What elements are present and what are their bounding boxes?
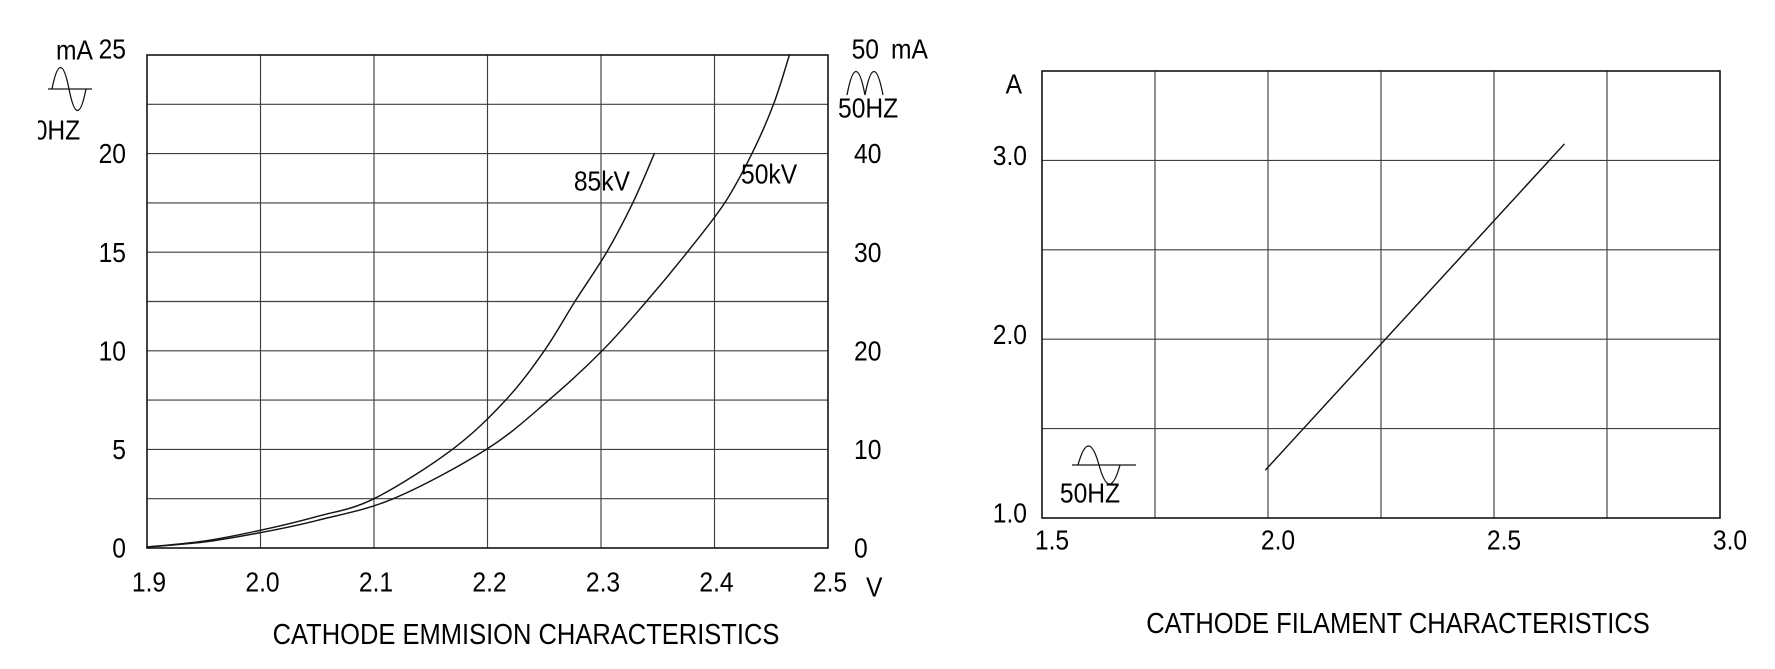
- x-tick-label: 3.0: [1713, 524, 1747, 556]
- x-tick-label: 2.2: [472, 566, 506, 598]
- curve-50kV: [146, 54, 791, 548]
- y-right-tick-label: 0: [854, 532, 868, 564]
- waveform-frequency-label: 50HZ: [838, 92, 898, 124]
- full-wave-rectified-icon: [846, 71, 884, 96]
- y-left-tick-label: 25: [99, 33, 126, 65]
- sine-wave-icon: [51, 67, 87, 111]
- chart-title: CATHODE FILAMENT CHARACTERISTICS: [1146, 607, 1649, 640]
- x-axis-unit-label: V: [866, 571, 883, 603]
- x-tick-label: 2.5: [1487, 524, 1521, 556]
- series-label-50kV: 50kV: [741, 158, 798, 190]
- y-left-axis-unit-label: mA: [56, 34, 93, 66]
- x-tick-label: 1.9: [132, 566, 166, 598]
- y-left-tick-label: 1.0: [993, 497, 1027, 529]
- y-left-tick-label: 15: [99, 236, 126, 268]
- x-tick-label: 2.0: [245, 566, 279, 598]
- y-right-tick-label: 40: [854, 138, 881, 170]
- x-tick-label: 2.0: [1261, 524, 1295, 556]
- y-left-tick-label: 5: [112, 433, 126, 465]
- x-tick-label: 2.5: [813, 566, 847, 598]
- y-left-tick-label: 20: [99, 138, 126, 170]
- y-left-axis-unit-label: A: [1006, 68, 1023, 100]
- y-left-tick-label: 3.0: [993, 139, 1027, 171]
- y-right-tick-label: 10: [854, 433, 881, 465]
- sine-wave-icon: [1077, 445, 1121, 485]
- plot-border: [1041, 70, 1721, 519]
- curve-series-0: [1265, 143, 1565, 471]
- y-left-tick-label: 2.0: [993, 318, 1027, 350]
- series-label-85kV: 85kV: [574, 165, 631, 197]
- chart-title: CATHODE EMMISION CHARACTERISTICS: [273, 618, 780, 651]
- y-left-tick-label: 10: [99, 335, 126, 367]
- y-right-axis-unit-label: mA: [891, 33, 928, 65]
- x-tick-label: 2.1: [359, 566, 393, 598]
- curve-85kV: [146, 152, 656, 548]
- plot-border: [146, 54, 829, 549]
- x-tick-label: 2.4: [699, 566, 733, 598]
- edge-clip-mask: [0, 112, 38, 148]
- y-left-tick-label: 0: [112, 532, 126, 564]
- y-right-tick-label: 30: [854, 236, 881, 268]
- x-tick-label: 2.3: [586, 566, 620, 598]
- y-right-tick-label: 20: [854, 335, 881, 367]
- waveform-frequency-label: 50HZ: [1060, 477, 1120, 509]
- y-right-tick-label: 50: [852, 33, 879, 65]
- x-tick-label: 1.5: [1035, 524, 1069, 556]
- cathode-filament-chart: 1.5 2.0 2.5 3.0 3.0 2.0 1.0 A 50HZ CATHODE FILAME…: [993, 68, 1747, 639]
